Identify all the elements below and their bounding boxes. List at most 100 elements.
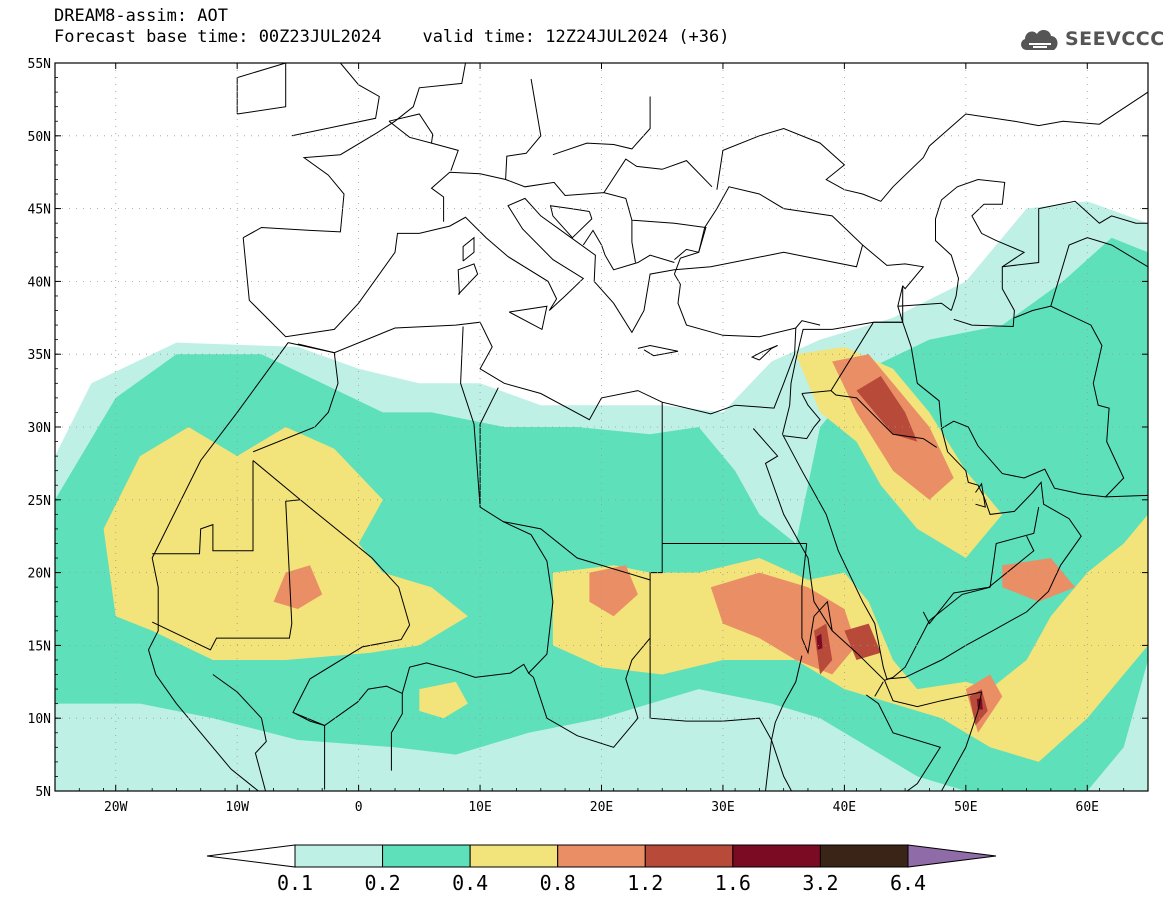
border-line (674, 248, 699, 260)
border-line (782, 420, 1148, 680)
colorbar: 0.1 0.2 0.4 0.8 1.2 1.6 3.2 6.4 (206, 844, 997, 895)
logo-text: SEEVCCC (1065, 28, 1165, 50)
border-line (505, 78, 542, 180)
forecast-time-line: Forecast base time: 00Z23JUL2024 valid t… (54, 27, 730, 47)
border-line (503, 402, 663, 581)
lon-tick-label: 50E (954, 800, 977, 815)
border-line (975, 482, 986, 508)
aot-field (55, 201, 1148, 791)
border-line (935, 178, 1026, 328)
lon-tick-label: 30E (711, 800, 734, 815)
border-line (874, 681, 884, 697)
lat-tick-label: 30N (28, 421, 51, 436)
colorbar-level-label: 0.8 (540, 871, 576, 895)
border-line (242, 63, 466, 239)
lat-tick-label: 10N (28, 712, 51, 727)
colorbar-swatch (382, 844, 471, 868)
border-line (242, 186, 864, 338)
border-line (783, 393, 821, 440)
map-title: DREAM8-assim: AOT (54, 6, 228, 26)
colorbar-high-arrow (907, 844, 997, 868)
border-line (212, 674, 267, 791)
border-line (1050, 237, 1148, 307)
lon-tick-label: 0 (355, 800, 363, 815)
colorbar-swatch (557, 844, 646, 868)
border-line (770, 655, 803, 791)
border-line (862, 244, 925, 290)
aot-contour-level-4 (589, 565, 638, 617)
colorbar-swatch (644, 844, 734, 868)
aot-contour-level-4 (273, 565, 323, 609)
border-line (252, 343, 339, 453)
border-line (897, 302, 952, 311)
border-line (752, 428, 983, 791)
lon-tick-label: 10W (225, 800, 249, 815)
border-line (922, 535, 1035, 625)
border-line (291, 63, 380, 137)
border-line (549, 205, 593, 239)
border-line (462, 236, 475, 262)
aot-contour-level-4 (1002, 558, 1076, 602)
colorbar-level-label: 0.4 (452, 871, 488, 895)
lon-tick-label: 20W (104, 800, 128, 815)
colorbar-level-label: 3.2 (802, 871, 838, 895)
border-line (873, 321, 942, 428)
border-line (795, 320, 821, 329)
border-line (865, 694, 942, 791)
border-line (508, 305, 548, 331)
border-line (401, 326, 554, 694)
colorbar-swatch (819, 844, 909, 868)
lat-tick-label: 40N (28, 275, 51, 290)
border-line (884, 507, 1040, 681)
border-line (801, 543, 833, 655)
lon-tick-label: 40E (833, 800, 856, 815)
border-line (582, 229, 675, 271)
colorbar-level-label: 0.2 (365, 871, 401, 895)
colorbar-level-label: 6.4 (890, 871, 926, 895)
lat-tick-label: 5N (35, 785, 51, 800)
lat-tick-label: 15N (28, 639, 51, 654)
colorbar-level-label: 1.2 (627, 871, 663, 895)
border-line (528, 579, 651, 748)
aot-contour-level-5 (844, 623, 881, 660)
lat-tick-label: 20N (28, 567, 51, 582)
border-line (830, 321, 874, 391)
aot-contour-level-5 (856, 376, 918, 442)
lat-tick-label: 25N (28, 494, 51, 509)
border-line (1014, 305, 1125, 498)
border-line (147, 342, 289, 791)
border-line (457, 263, 479, 295)
border-line (152, 460, 254, 555)
lat-lon-grid (55, 63, 1148, 791)
lon-tick-label: 60E (1076, 800, 1099, 815)
colorbar-swatch (294, 844, 384, 868)
border-line (388, 113, 434, 144)
border-line (151, 499, 301, 651)
lat-tick-label: 55N (28, 57, 51, 72)
lon-tick-label: 20E (590, 800, 613, 815)
border-line (236, 63, 287, 115)
border-line (552, 96, 651, 156)
lat-tick-label: 35N (28, 348, 51, 363)
border-line (292, 711, 326, 790)
border-line (716, 91, 1148, 202)
border-line (430, 171, 707, 275)
axis-ticks: 55N 50N 45N 40N 35N 30N 25N 20N 15N 10N 5N 20W 10W 0 1… (28, 57, 1149, 815)
border-line (603, 158, 713, 193)
lat-tick-label: 50N (28, 130, 51, 145)
seevccc-logo: SEEVCCC (1017, 22, 1165, 56)
border-line (637, 344, 679, 357)
colorbar-swatch (732, 844, 821, 868)
colorbar-level-label: 1.6 (715, 871, 751, 895)
border-line (479, 387, 499, 508)
border-line (631, 220, 636, 263)
colorbar-level-label: 0.1 (277, 871, 313, 895)
colorbar-swatch (469, 844, 559, 868)
lon-tick-label: 10E (468, 800, 491, 815)
aot-contour-level-3 (103, 427, 468, 660)
border-line (750, 345, 778, 361)
lat-tick-label: 45N (28, 203, 51, 218)
border-line (1002, 200, 1148, 268)
cloud-icon (1021, 30, 1058, 50)
